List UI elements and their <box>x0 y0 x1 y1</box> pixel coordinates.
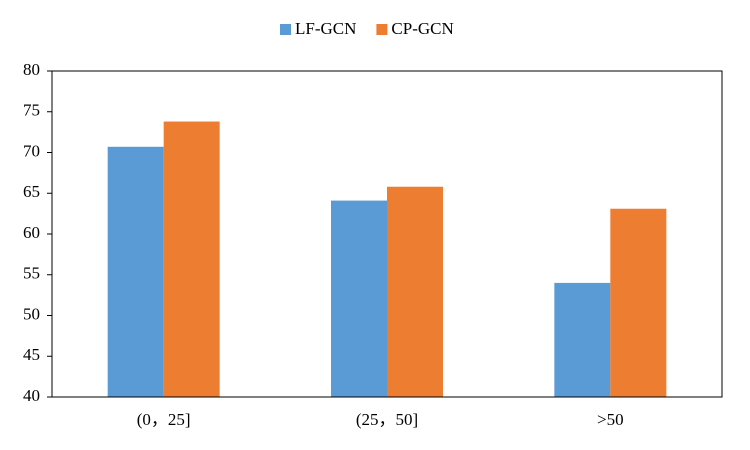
legend-label: CP-GCN <box>391 19 453 38</box>
y-tick-label: 40 <box>23 386 40 405</box>
x-tick-label: (25，50] <box>356 410 418 429</box>
x-tick-label: (0，25] <box>137 410 191 429</box>
bar <box>387 186 443 397</box>
bar <box>107 146 164 397</box>
y-tick-label: 65 <box>23 182 40 201</box>
y-tick-label: 70 <box>23 141 40 160</box>
y-tick-label: 45 <box>23 345 40 364</box>
bar <box>554 282 611 397</box>
legend-swatch <box>280 24 291 35</box>
y-tick-label: 55 <box>23 264 40 283</box>
x-tick-label: >50 <box>597 410 624 429</box>
y-tick-label: 60 <box>23 223 40 242</box>
y-tick-label: 75 <box>23 101 40 120</box>
bar <box>331 200 387 397</box>
bar <box>163 121 220 397</box>
plot-frame <box>51 70 723 398</box>
legend-label: LF-GCN <box>295 19 356 38</box>
bar <box>610 208 667 397</box>
y-tick-label: 80 <box>23 60 40 79</box>
y-tick-label: 50 <box>23 304 40 323</box>
legend-swatch <box>376 24 388 35</box>
